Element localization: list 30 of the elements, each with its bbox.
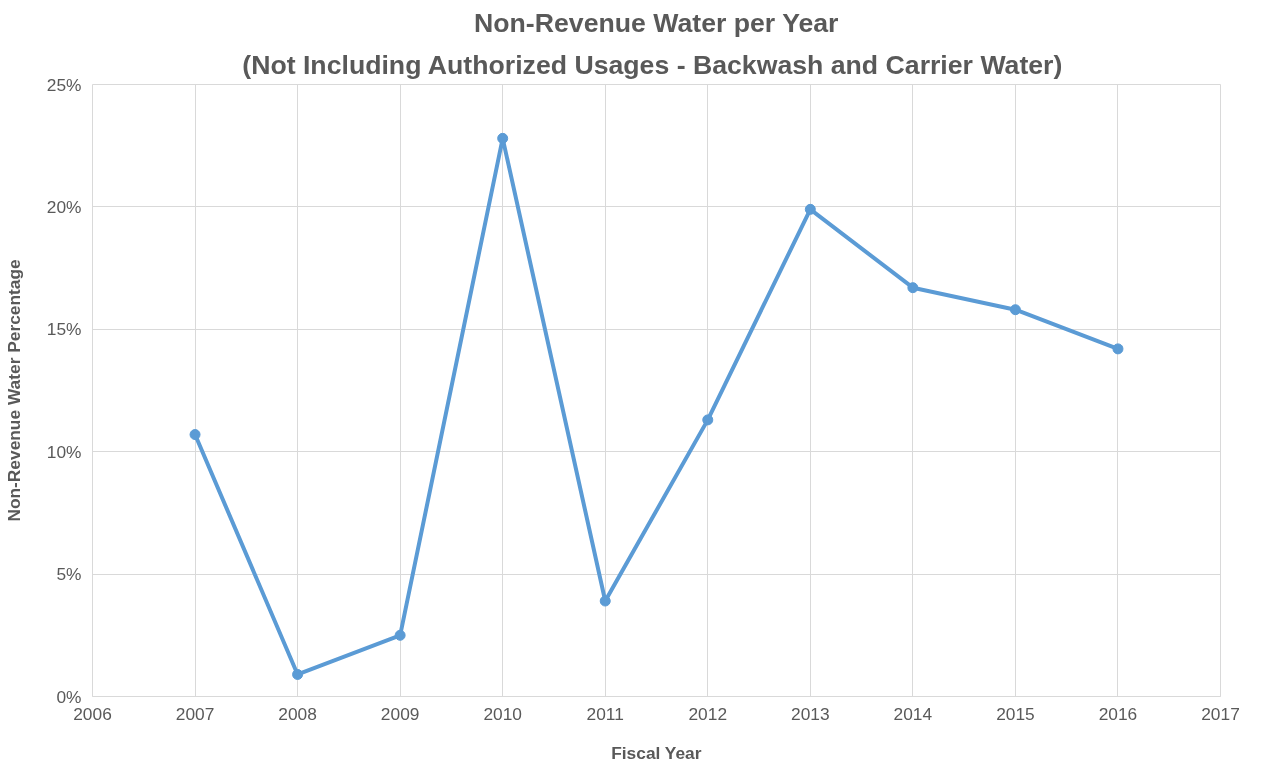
point [804, 203, 816, 215]
x-tick-label: 2017 [1201, 703, 1240, 724]
y-tick-label: 15% [46, 319, 82, 340]
y-tick-label: 10% [46, 441, 82, 462]
x-axis-title: Fiscal Year [611, 742, 702, 763]
x-tick-label: 2015 [996, 703, 1035, 724]
point [599, 595, 611, 607]
point [907, 282, 919, 294]
point [1009, 304, 1021, 316]
y-tick-label: 5% [56, 564, 82, 585]
y-tick-label: 25% [46, 74, 82, 95]
point [394, 629, 406, 641]
x-tick-label: 2016 [1098, 703, 1138, 724]
chart-title: Non-Revenue Water per Year [474, 7, 839, 38]
x-tick-label: 2009 [380, 703, 420, 724]
x-tick-label: 2013 [791, 703, 830, 724]
point [702, 414, 714, 426]
point [189, 429, 201, 441]
y-tick-label: 20% [46, 196, 82, 217]
x-tick-label: 2008 [278, 703, 317, 724]
x-tick-label: 2007 [175, 703, 215, 724]
chart-subtitle: (Not Including Authorized Usages - Backwash and Carrier Water) [242, 49, 1063, 80]
x-tick-label: 2012 [688, 703, 728, 724]
x-tick-label: 2010 [483, 703, 522, 724]
x-tick-label: 2014 [893, 703, 933, 724]
x-tick-label: 2011 [586, 703, 624, 724]
point [292, 668, 304, 680]
point [497, 132, 509, 144]
y-axis-title: Non-Revenue Water Percentage [3, 259, 24, 522]
point [1112, 343, 1124, 355]
